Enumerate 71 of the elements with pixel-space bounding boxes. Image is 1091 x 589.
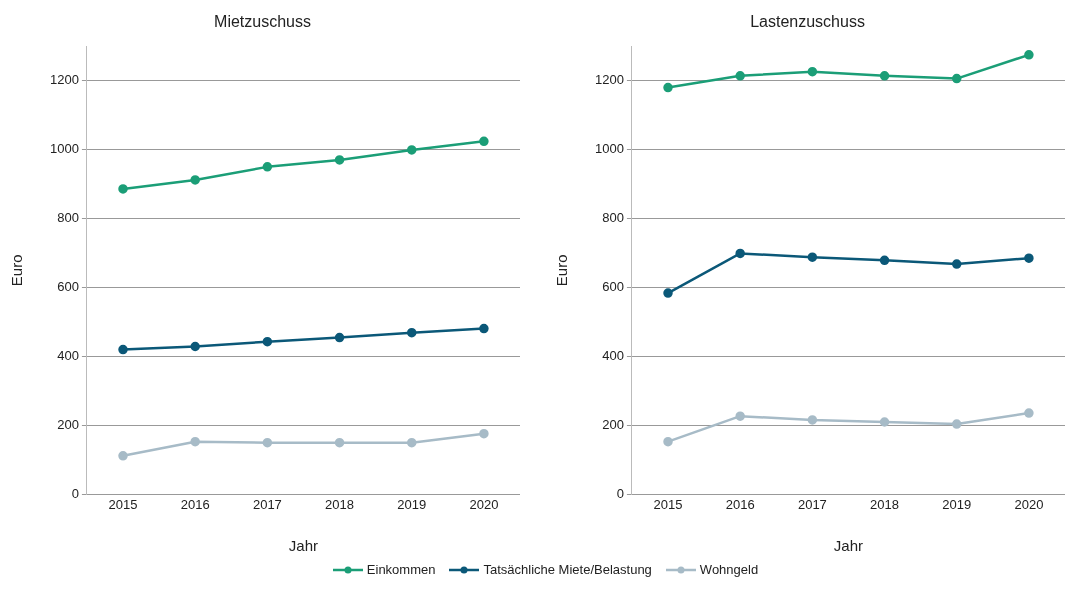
x-tick-label: 2015: [108, 496, 138, 512]
point: [190, 175, 200, 185]
y-axis-title: Euro: [8, 254, 26, 287]
point: [879, 71, 890, 81]
point: [951, 259, 962, 269]
point: [479, 323, 489, 334]
y-tick-label: 0: [616, 485, 624, 501]
point: [334, 437, 345, 448]
point: [262, 336, 273, 347]
point: [334, 332, 345, 343]
y-tick-label: 400: [57, 348, 79, 364]
point: [735, 411, 745, 421]
point: [262, 162, 273, 172]
point: [879, 417, 890, 427]
point: [406, 437, 417, 448]
y-tick-label: 600: [57, 279, 79, 295]
chart-title: Mietzuschuss: [214, 13, 311, 31]
point: [807, 252, 818, 262]
y-tick-label: 400: [602, 348, 624, 364]
point: [406, 145, 417, 155]
x-tick-label: 2018: [325, 496, 355, 512]
point: [190, 341, 200, 352]
point: [879, 255, 890, 266]
y-tick-label: 0: [71, 485, 79, 501]
y-tick-label: 1000: [50, 141, 79, 157]
x-tick-label: 2019: [397, 496, 427, 512]
y-tick-label: 200: [602, 417, 624, 433]
point: [663, 82, 673, 93]
point: [1024, 408, 1034, 418]
y-tick-label: 1200: [50, 72, 79, 88]
x-tick-label: 2016: [725, 496, 755, 512]
x-tick-label: 2020: [469, 496, 499, 512]
x-tick-label: 2017: [797, 496, 827, 512]
x-tick-label: 2019: [942, 496, 972, 512]
legend-label: Wohngeld: [699, 562, 759, 577]
point: [663, 288, 673, 298]
point: [406, 327, 417, 338]
point: [118, 451, 128, 461]
x-tick-label: 2015: [653, 496, 683, 512]
point: [334, 155, 345, 165]
y-tick-label: 800: [57, 210, 79, 226]
point: [1024, 50, 1034, 60]
point: [663, 436, 673, 447]
point: [190, 436, 200, 447]
point: [1024, 253, 1034, 263]
point: [479, 428, 489, 439]
y-tick-label: 1000: [595, 141, 624, 157]
x-axis-title: Jahr: [833, 537, 864, 555]
x-tick-label: 2017: [252, 496, 282, 512]
chart-title: Lastenzuschuss: [750, 13, 865, 31]
x-tick-label: 2018: [870, 496, 900, 512]
y-axis-title: Euro: [553, 254, 571, 287]
point: [735, 71, 745, 81]
legend-label: Einkommen: [366, 562, 436, 577]
y-tick-label: 1200: [595, 72, 624, 88]
point: [118, 344, 128, 355]
y-tick-label: 800: [602, 210, 624, 226]
legend-label: Tatsächliche Miete/Belastung: [483, 562, 652, 577]
point: [807, 415, 818, 425]
x-axis-title: Jahr: [288, 537, 319, 555]
point: [951, 73, 962, 84]
x-tick-label: 2016: [180, 496, 210, 512]
point: [118, 184, 128, 194]
point: [262, 437, 273, 448]
y-tick-label: 200: [57, 417, 79, 433]
point: [951, 419, 962, 429]
point: [735, 248, 745, 259]
point: [479, 136, 489, 147]
x-tick-label: 2020: [1014, 496, 1044, 512]
point: [807, 66, 818, 77]
y-tick-label: 600: [602, 279, 624, 295]
